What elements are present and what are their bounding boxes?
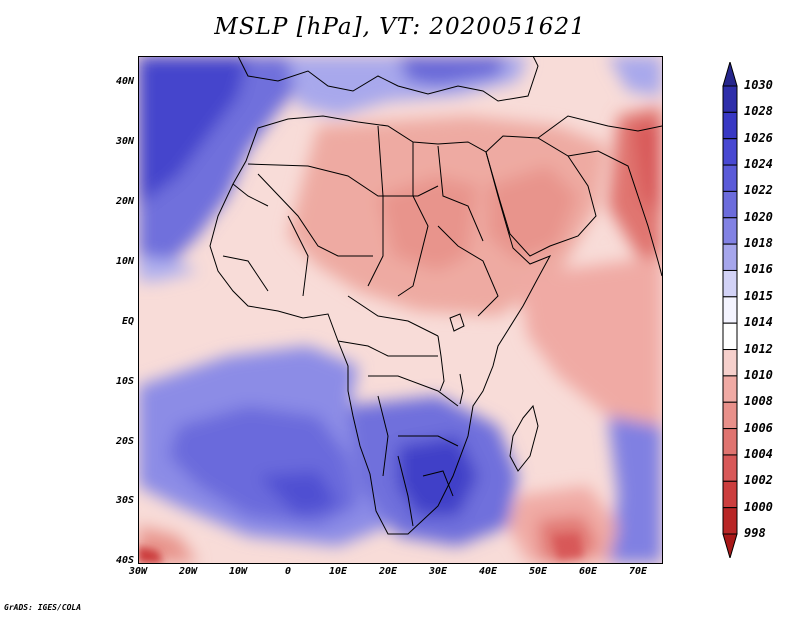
lake-malawi	[459, 373, 464, 405]
colorbar-label: 1014	[744, 315, 773, 330]
colorbar-box	[722, 217, 738, 245]
lat-label-10s: 10S	[115, 376, 134, 387]
colorbar-box	[722, 401, 738, 430]
colorbar-box	[722, 269, 738, 298]
colorbar-box	[722, 296, 738, 324]
colorbar-label: 1015	[744, 288, 773, 303]
colorbar-label: 1006	[744, 420, 773, 435]
lon-label-10w: 10W	[228, 566, 248, 577]
colorbar-label: 1024	[744, 157, 773, 172]
colorbar-box	[722, 507, 738, 535]
colorbar-box	[722, 85, 738, 113]
grads-credit: GrADS: IGES/COLA	[4, 603, 82, 612]
colorbar-label: 1030	[744, 78, 773, 92]
colorbar-label: 1000	[744, 499, 773, 514]
lat-label-30n: 30N	[115, 136, 134, 147]
colorbar-bottom-triangle	[722, 533, 738, 558]
colorbar-box	[722, 480, 738, 509]
lat-label-10n: 10N	[115, 256, 134, 267]
colorbar-box	[722, 164, 738, 192]
colorbar-label: 1016	[744, 262, 773, 277]
colorbar-box	[722, 322, 738, 351]
lat-label-eq: EQ	[121, 316, 134, 327]
arabian-peninsula	[485, 135, 597, 257]
madagascar	[509, 404, 539, 472]
colorbar-box	[722, 243, 738, 271]
lon-label-10e: 10E	[328, 566, 348, 577]
colorbar-label: 1018	[744, 236, 773, 251]
colorbar-box	[722, 111, 738, 140]
lake-tanganyika	[437, 335, 445, 392]
lon-label-70e: 70E	[628, 566, 648, 577]
colorbar-box	[722, 138, 738, 166]
colorbar-label: 998	[744, 526, 766, 540]
lon-label-0: 0	[284, 566, 292, 577]
lon-label-20w: 20W	[178, 566, 198, 577]
colorbar-label: 1004	[744, 446, 773, 461]
colorbar-label: 1022	[744, 183, 773, 198]
lon-label-20e: 20E	[378, 566, 398, 577]
lon-label-40e: 40E	[478, 566, 498, 577]
colorbar-label: 1002	[744, 473, 773, 488]
colorbar-box	[722, 375, 738, 403]
lat-label-40s: 40S	[115, 555, 134, 566]
colorbar-label: 1008	[744, 394, 773, 409]
colorbar-label: 1026	[744, 130, 773, 145]
lat-label-20n: 20N	[115, 196, 134, 207]
colorbar-top-triangle	[722, 62, 738, 87]
india-coast	[637, 195, 662, 277]
europe-coast	[237, 56, 539, 102]
lon-label-50e: 50E	[528, 566, 548, 577]
lat-label-30s: 30S	[115, 495, 134, 506]
lon-label-60e: 60E	[578, 566, 598, 577]
colorbar-box	[722, 428, 738, 456]
mslp-map	[138, 56, 662, 563]
colorbar-label: 1028	[744, 104, 773, 119]
colorbar-box	[722, 349, 738, 377]
lat-label-40n: 40N	[115, 76, 134, 87]
chart-title: MSLP [hPa], VT: 2020051621	[214, 14, 586, 40]
colorbar-label: 1010	[744, 367, 773, 382]
colorbar-label: 1012	[744, 341, 773, 356]
lat-label-20s: 20S	[115, 436, 134, 447]
lake-victoria	[449, 313, 465, 332]
colorbar-box	[722, 454, 738, 482]
lon-label-30w: 30W	[128, 566, 148, 577]
colorbar	[722, 62, 738, 558]
colorbar-box	[722, 190, 738, 219]
lon-label-30e: 30E	[428, 566, 448, 577]
colorbar-label: 1020	[744, 209, 773, 224]
africa-coastline	[209, 115, 552, 535]
